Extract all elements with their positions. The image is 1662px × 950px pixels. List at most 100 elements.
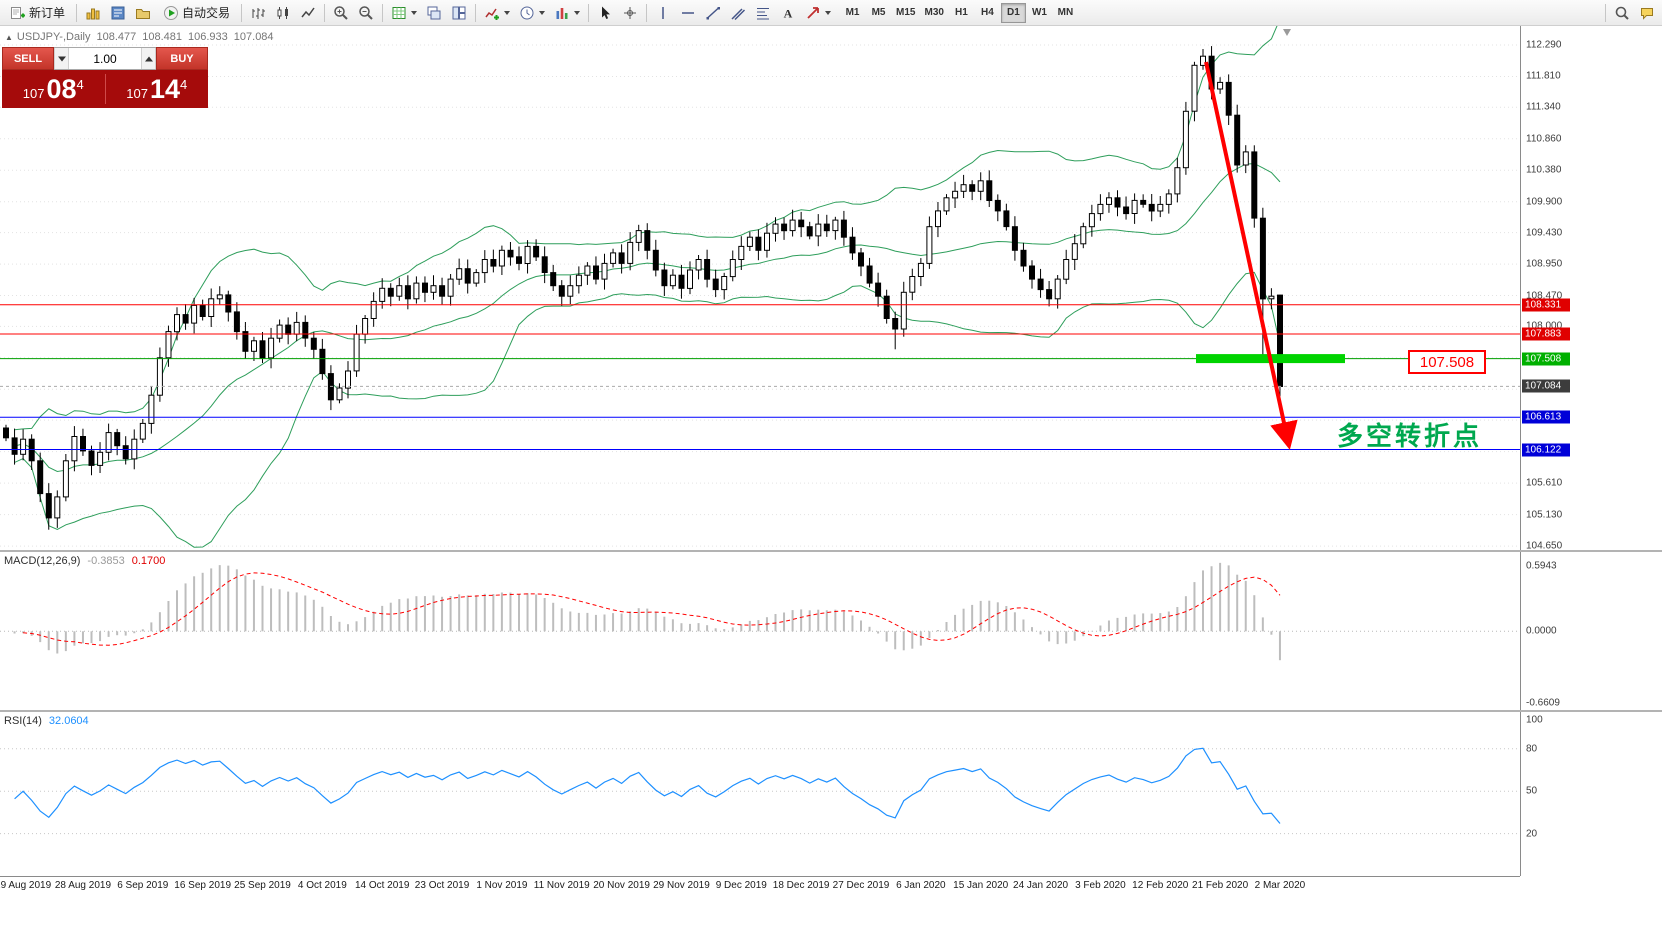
date-axis[interactable]: 19 Aug 2019 28 Aug 2019 6 Sep 2019 16 Sep 2… <box>0 876 1520 895</box>
toolbar-separator <box>1605 3 1606 22</box>
rsi-panel[interactable]: RSI(14) 32.0604 100 80 50 20 <box>0 712 1662 876</box>
panel-splitter-rsi[interactable] <box>0 710 1662 712</box>
ohlc-high: 108.481 <box>142 31 183 43</box>
candlestick-chart-button[interactable] <box>271 2 295 24</box>
axis-label: 109.900 <box>1526 196 1563 208</box>
autotrading-icon <box>164 5 179 20</box>
volume-down-button[interactable] <box>54 48 69 69</box>
one-click-trading-panel: SELL BUY 107084 107144 <box>2 47 208 108</box>
cursor-icon <box>602 6 611 19</box>
timeframe-M30[interactable]: M30 <box>920 3 947 23</box>
macd-main-value: -0.3853 <box>87 555 125 567</box>
timeframe-MN[interactable]: MN <box>1053 3 1078 23</box>
line-chart-button[interactable] <box>296 2 320 24</box>
timeframe-M15[interactable]: M15 <box>892 3 919 23</box>
trendline-button[interactable] <box>701 2 725 24</box>
panel-splitter-macd[interactable] <box>0 550 1662 552</box>
date-label: 9 Dec 2019 <box>715 880 767 891</box>
price-tag-108.331: 108.331 <box>1522 298 1570 312</box>
dropdown-caret-icon <box>539 10 546 15</box>
price-tag-106.122: 106.122 <box>1522 443 1570 457</box>
date-label: 6 Sep 2019 <box>117 880 169 891</box>
bar-chart-button[interactable] <box>246 2 270 24</box>
date-label: 28 Aug 2019 <box>54 880 112 891</box>
axis-label: 108.000 <box>1526 320 1563 332</box>
macd-panel[interactable]: MACD(12,26,9) -0.3853 0.1700 0.5943 0.0000 -… <box>0 552 1662 710</box>
date-label: 19 Aug 2019 <box>0 880 52 891</box>
ask-price-pips: 14 <box>149 73 180 104</box>
channel-icon <box>731 7 746 20</box>
indicators-icon <box>485 8 500 20</box>
price-grid <box>0 44 1520 547</box>
tile-icon <box>452 6 466 19</box>
axis-label: 108.470 <box>1526 290 1563 302</box>
timeframe-D1[interactable]: D1 <box>1000 2 1026 23</box>
axis-label: 100 <box>1526 714 1543 726</box>
zoom-in-icon <box>334 5 348 20</box>
navigator-button[interactable] <box>131 2 155 24</box>
cursor-button[interactable] <box>593 2 617 24</box>
volume-input[interactable] <box>69 48 141 69</box>
macd-name: MACD(12,26,9) <box>4 555 81 567</box>
timeframe-M1[interactable]: M1 <box>840 3 865 23</box>
indicators-button[interactable] <box>480 2 514 24</box>
bid-price-major: 107 <box>22 85 45 101</box>
main-chart-svg[interactable] <box>0 26 1520 550</box>
zoom-in-button[interactable] <box>329 2 353 24</box>
main-chart-panel[interactable]: ▲ USDJPY-,Daily 108.477 108.481 106.933 107.0… <box>0 26 1662 550</box>
charts-button[interactable] <box>81 2 105 24</box>
axis-label: 112.290 <box>1526 39 1562 51</box>
fibo-icon <box>757 7 770 19</box>
buy-button[interactable]: BUY <box>156 47 208 70</box>
svg-text:A: A <box>784 6 793 20</box>
trend-arrow[interactable] <box>1204 61 1298 450</box>
timeframe-H1[interactable]: H1 <box>949 3 974 23</box>
rsi-line <box>14 747 1281 824</box>
date-label: 14 Oct 2019 <box>354 880 410 891</box>
timeframe-group: M1 M5 M15 M30 H1 H4 D1 W1 MN <box>840 2 1078 23</box>
timeframe-M5[interactable]: M5 <box>866 3 891 23</box>
chart-header: ▲ USDJPY-,Daily 108.477 108.481 106.933 107.0… <box>5 31 274 43</box>
periods-button[interactable] <box>515 2 549 24</box>
cascade-windows-button[interactable] <box>422 2 446 24</box>
vertical-line-button[interactable] <box>651 2 675 24</box>
date-label: 23 Oct 2019 <box>414 880 470 891</box>
bar-chart-icon <box>252 7 266 19</box>
volume-up-button[interactable] <box>141 48 156 69</box>
price-level-callout[interactable]: 107.508 <box>1408 350 1486 374</box>
dropdown-caret-icon <box>411 10 418 15</box>
date-label: 29 Nov 2019 <box>653 880 710 891</box>
axis-label: -0.6609 <box>1526 697 1560 709</box>
date-label: 6 Jan 2020 <box>896 880 946 891</box>
price-tag-106.613: 106.613 <box>1522 410 1570 424</box>
templates-button[interactable] <box>550 2 584 24</box>
tile-windows-button[interactable] <box>447 2 471 24</box>
bid-price-point: 4 <box>76 76 84 92</box>
zoom-out-button[interactable] <box>354 2 378 24</box>
axis-label: 104.650 <box>1526 540 1563 550</box>
toolbar-separator <box>382 3 384 22</box>
price-axis[interactable]: 112.290 111.810 111.340 110.860 110.380 109.9… <box>1520 26 1662 550</box>
sell-button[interactable]: SELL <box>2 47 54 70</box>
chart-shift-marker[interactable] <box>1283 29 1291 36</box>
market-watch-button[interactable] <box>106 2 130 24</box>
timeframe-W1[interactable]: W1 <box>1027 3 1052 23</box>
autotrading-button[interactable]: 自动交易 <box>156 2 237 24</box>
crosshair-button[interactable] <box>618 2 642 24</box>
search-button[interactable] <box>1610 2 1634 24</box>
community-button[interactable] <box>1635 2 1659 24</box>
channel-button[interactable] <box>726 2 750 24</box>
text-button[interactable]: A <box>776 2 800 24</box>
fibonacci-button[interactable] <box>751 2 775 24</box>
market-watch-icon <box>111 6 125 19</box>
autotrading-label: 自动交易 <box>182 6 231 20</box>
axis-label: 50 <box>1526 785 1538 797</box>
new-order-button[interactable]: 新订单 <box>3 2 72 24</box>
horizontal-line-button[interactable] <box>676 2 700 24</box>
rsi-name: RSI(14) <box>4 715 42 727</box>
new-chart-button[interactable] <box>387 2 421 24</box>
axis-label: 111.810 <box>1526 70 1561 82</box>
axis-label: 0.5943 <box>1526 560 1557 572</box>
arrows-button[interactable] <box>801 2 835 24</box>
timeframe-H4[interactable]: H4 <box>975 3 1000 23</box>
